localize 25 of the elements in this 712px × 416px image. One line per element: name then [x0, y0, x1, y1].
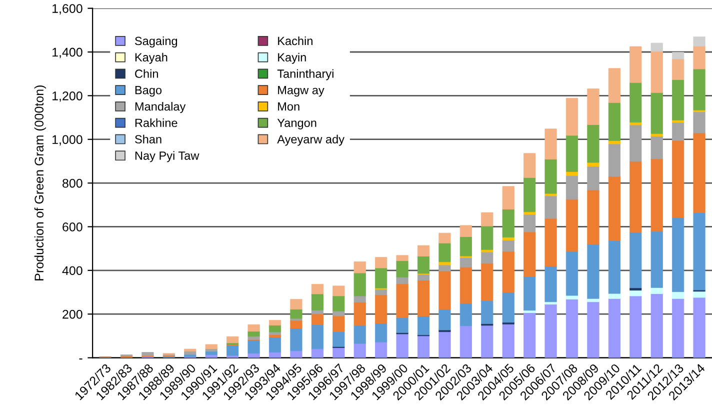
- legend-label: Mon: [278, 102, 300, 111]
- y-tick-label: -: [79, 358, 82, 360]
- y-tick-label: 1,200: [52, 91, 82, 102]
- legend-label: Kachin: [278, 36, 312, 46]
- legend-label: Shan: [135, 134, 162, 144]
- legend-label: Bago: [135, 86, 162, 97]
- y-tick-label: 1,400: [52, 48, 82, 58]
- legend-label: Rakhine: [135, 118, 178, 128]
- legend-label: Yangon: [277, 118, 316, 130]
- y-tick-label: 1,000: [52, 135, 82, 146]
- y-tick-label: 800: [62, 178, 82, 188]
- legend-label: Mandalay: [135, 102, 186, 114]
- legend-label: Kayah: [135, 52, 168, 64]
- y-axis-title: Production of Green Gram (000ton): [34, 85, 46, 280]
- legend-label: Ayeyarw ady: [277, 134, 344, 146]
- y-tick-label: 400: [62, 266, 82, 276]
- legend-label: Magw ay: [278, 86, 324, 97]
- legend-label: Chin: [135, 69, 158, 78]
- legend-label: Nay Pyi Taw: [135, 151, 200, 162]
- y-tick-label: 200: [62, 310, 82, 319]
- legend-label: Tanintharyi: [277, 69, 334, 80]
- y-tick-label: 1,600: [52, 4, 82, 14]
- legend-label: Kayin: [278, 52, 306, 64]
- legend-label: Sagaing: [135, 36, 178, 48]
- y-tick-label: 600: [62, 222, 82, 232]
